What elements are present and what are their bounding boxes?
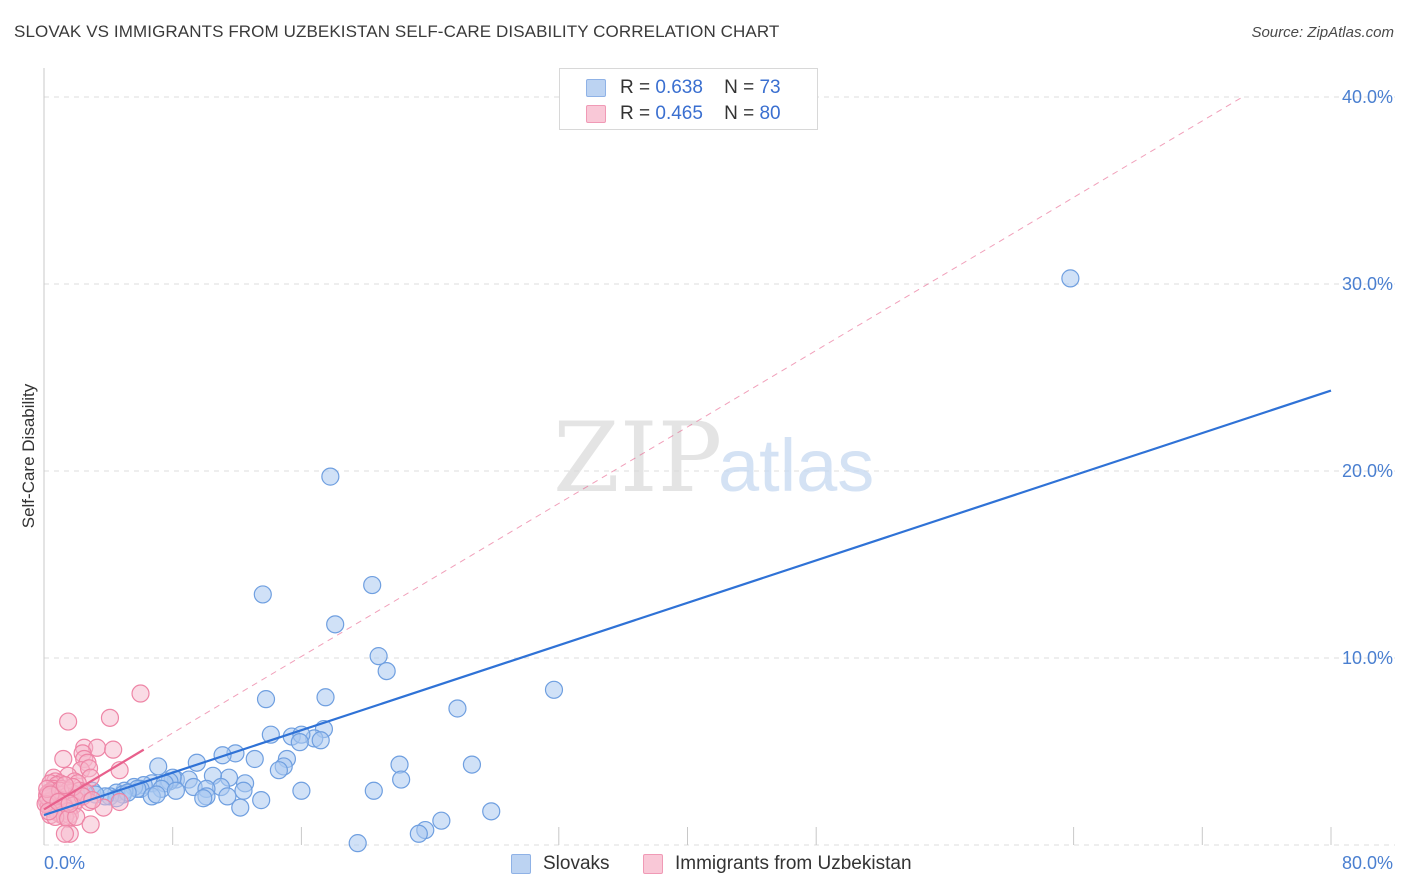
x-tick-label: 0.0% bbox=[44, 853, 85, 873]
slovaks-point bbox=[1061, 269, 1080, 288]
uzbek-legend-label: Immigrants from Uzbekistan bbox=[675, 853, 912, 874]
slovaks-point bbox=[432, 811, 451, 830]
uzbek-trend-extension bbox=[43, 96, 1243, 810]
tick-labels: 10.0% 20.0% 30.0% 40.0% 0.0% 80.0% bbox=[44, 87, 1393, 873]
slovaks-point bbox=[245, 749, 264, 769]
slovaks-point bbox=[462, 755, 482, 774]
uzbek-trend-extension-line bbox=[43, 96, 1243, 810]
slovaks-swatch bbox=[586, 79, 606, 97]
slovaks-point bbox=[321, 467, 340, 486]
uzbek-points bbox=[36, 684, 150, 843]
uzbek-point bbox=[55, 776, 75, 795]
slovaks-point bbox=[409, 824, 428, 843]
slovaks-point bbox=[234, 781, 253, 800]
n-label: N = bbox=[724, 103, 755, 124]
uzbek-point bbox=[100, 708, 120, 727]
slovaks-point bbox=[269, 761, 288, 780]
n-label: N = bbox=[724, 77, 755, 98]
slovaks-point bbox=[544, 680, 564, 699]
slovaks-point bbox=[166, 781, 186, 800]
slovaks-point bbox=[256, 690, 276, 709]
uzbek-point bbox=[131, 684, 150, 703]
slovaks-point bbox=[348, 834, 367, 853]
slovaks-point bbox=[311, 731, 330, 750]
slovaks-r-value: 0.638 bbox=[655, 77, 703, 98]
y-tick-label: 10.0% bbox=[1342, 648, 1393, 668]
uzbek-point bbox=[81, 815, 100, 834]
uzbek-point bbox=[104, 740, 123, 759]
uzbek-point bbox=[55, 824, 75, 843]
y-tick-label: 40.0% bbox=[1342, 87, 1393, 107]
uzbek-point bbox=[110, 792, 129, 812]
uzbek-r-value: 0.465 bbox=[655, 103, 703, 124]
r-label: R = bbox=[620, 103, 651, 124]
r-label: R = bbox=[620, 77, 651, 98]
uzbek-swatch bbox=[586, 105, 606, 123]
slovaks-point bbox=[316, 688, 335, 707]
correlation-legend: R = 0.638 N = 73 R = 0.465 N = 80 bbox=[559, 68, 818, 130]
slovaks-point bbox=[364, 781, 383, 800]
slovaks-n-value: 73 bbox=[759, 77, 781, 98]
slovaks-point bbox=[252, 791, 271, 810]
slovaks-point bbox=[326, 615, 345, 634]
watermark: ZIP atlas bbox=[553, 402, 874, 514]
slovaks-point bbox=[482, 802, 501, 821]
slovaks-point bbox=[218, 787, 237, 806]
slovaks-point bbox=[292, 781, 311, 800]
watermark-zip: ZIP bbox=[553, 402, 722, 514]
gridlines bbox=[44, 96, 1395, 846]
slovaks-legend-swatch bbox=[511, 854, 531, 874]
slovaks-point bbox=[392, 770, 411, 789]
y-axis-label: Self-Care Disability bbox=[19, 383, 38, 528]
slovaks-point bbox=[290, 733, 309, 752]
chart-title: SLOVAK VS IMMIGRANTS FROM UZBEKISTAN SEL… bbox=[14, 22, 780, 41]
slovaks-trend-line bbox=[43, 389, 1332, 817]
slovaks-points bbox=[67, 269, 1080, 853]
y-tick-label: 30.0% bbox=[1342, 274, 1393, 294]
slovaks-point bbox=[253, 585, 272, 604]
watermark-atlas: atlas bbox=[718, 424, 874, 507]
slovaks-point bbox=[369, 647, 388, 666]
uzbek-legend-swatch bbox=[643, 854, 663, 874]
slovaks-point bbox=[147, 785, 166, 804]
slovaks-point bbox=[194, 789, 213, 808]
slovaks-point bbox=[363, 575, 382, 595]
uzbek-point bbox=[54, 749, 73, 769]
slovaks-point bbox=[390, 755, 409, 774]
y-tick-label: 20.0% bbox=[1342, 461, 1393, 481]
slovaks-point bbox=[377, 661, 396, 681]
slovaks-point bbox=[149, 757, 168, 776]
slovaks-point bbox=[231, 798, 250, 817]
trend-lines bbox=[43, 389, 1332, 817]
uzbek-trend-line bbox=[43, 748, 145, 811]
uzbek-point bbox=[59, 712, 78, 731]
source-label: Source: ZipAtlas.com bbox=[1251, 24, 1394, 41]
slovaks-point bbox=[448, 699, 467, 718]
uzbek-n-value: 80 bbox=[759, 103, 781, 124]
slovaks-legend-label: Slovaks bbox=[543, 853, 610, 874]
x-tick-label: 80.0% bbox=[1342, 853, 1393, 873]
